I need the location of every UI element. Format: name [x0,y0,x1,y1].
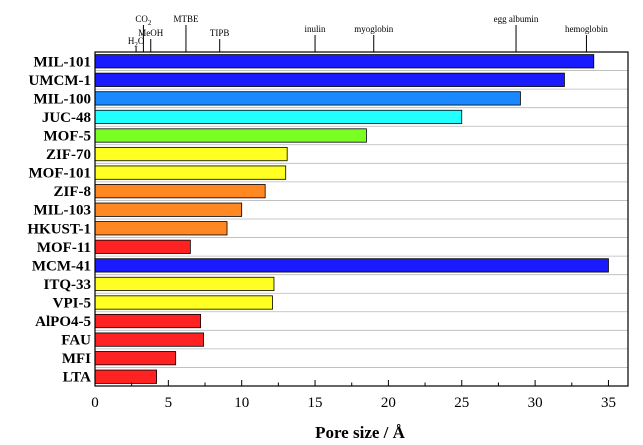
bar-mfi [94,351,177,366]
category-label-zif-8: ZIF-8 [54,184,92,200]
category-label-mil-103: MIL-103 [34,203,92,219]
x-tick-label: 20 [381,395,396,411]
marker-label-meoh: MeOH [138,28,163,38]
x-tick-label: 30 [528,395,543,411]
bar-mof-101 [94,165,287,180]
plot-border [94,51,629,387]
x-tick-label: 10 [234,395,249,411]
category-label-zif-70: ZIF-70 [46,147,91,163]
marker-label-co2: CO2 [135,14,152,27]
category-label-juc-48: JUC-48 [42,110,91,126]
bar-itq-33 [94,276,275,292]
bar-hkust-1 [94,221,228,236]
bars [94,54,609,384]
bar-alpo4-5 [94,313,202,329]
x-tick-label: 25 [454,395,469,411]
bar-vpi-5 [94,295,273,310]
category-labels: MIL-101 UMCM-1 MIL-100 JUC-48 MOF-5 ZIF-70 MOF… [27,54,91,385]
x-tick-label: 15 [308,395,323,411]
bar-mil-101 [94,54,595,69]
category-label-itq-33: ITQ-33 [43,277,91,293]
marker-label-myoglobin: myoglobin [354,24,394,34]
category-label-mil-100: MIL-100 [34,91,92,107]
category-label-umcm-1: UMCM-1 [29,73,91,89]
bar-mcm-41 [94,258,609,273]
bar-juc-48 [94,109,463,125]
bar-umcm-1 [94,72,565,87]
bar-lta [94,369,158,384]
x-tick-label: 35 [601,395,616,411]
category-label-mfi: MFI [62,351,91,367]
x-axis-ticks: 0 5 10 15 20 25 30 35 [91,380,616,411]
x-tick-label: 0 [91,395,99,411]
bar-mil-103 [94,202,243,217]
category-label-mcm-41: MCM-41 [32,258,91,274]
category-label-mil-101: MIL-101 [34,54,92,70]
bar-zif-8 [94,184,266,199]
x-tick-label: 5 [165,395,173,411]
marker-label-tipb: TIPB [210,28,230,38]
bar-fau [94,332,204,347]
category-label-alpo4-5: AlPO4-5 [35,314,91,330]
category-label-mof-101: MOF-101 [29,166,91,182]
marker-label-mtbe: MTBE [173,14,199,24]
plot-frame [94,51,629,387]
category-label-mof-11: MOF-11 [37,240,91,256]
category-label-lta: LTA [63,370,92,386]
bar-mil-100 [94,91,521,106]
marker-label-egg-albumin: egg albumin [494,14,539,24]
category-label-vpi-5: VPI-5 [53,296,91,312]
x-axis-title: Pore size / Å [315,423,406,442]
marker-label-h2o: H2O [128,36,145,49]
bar-zif-70 [94,146,288,162]
marker-label-hemoglobin: hemoglobin [565,24,608,34]
marker-label-inulin: inulin [305,24,327,34]
category-label-fau: FAU [61,333,91,349]
grid-lines [95,70,628,368]
category-label-mof-5: MOF-5 [44,129,91,145]
category-label-hkust-1: HKUST-1 [27,221,91,237]
bar-mof-5 [94,128,367,143]
bar-mof-11 [94,239,191,254]
